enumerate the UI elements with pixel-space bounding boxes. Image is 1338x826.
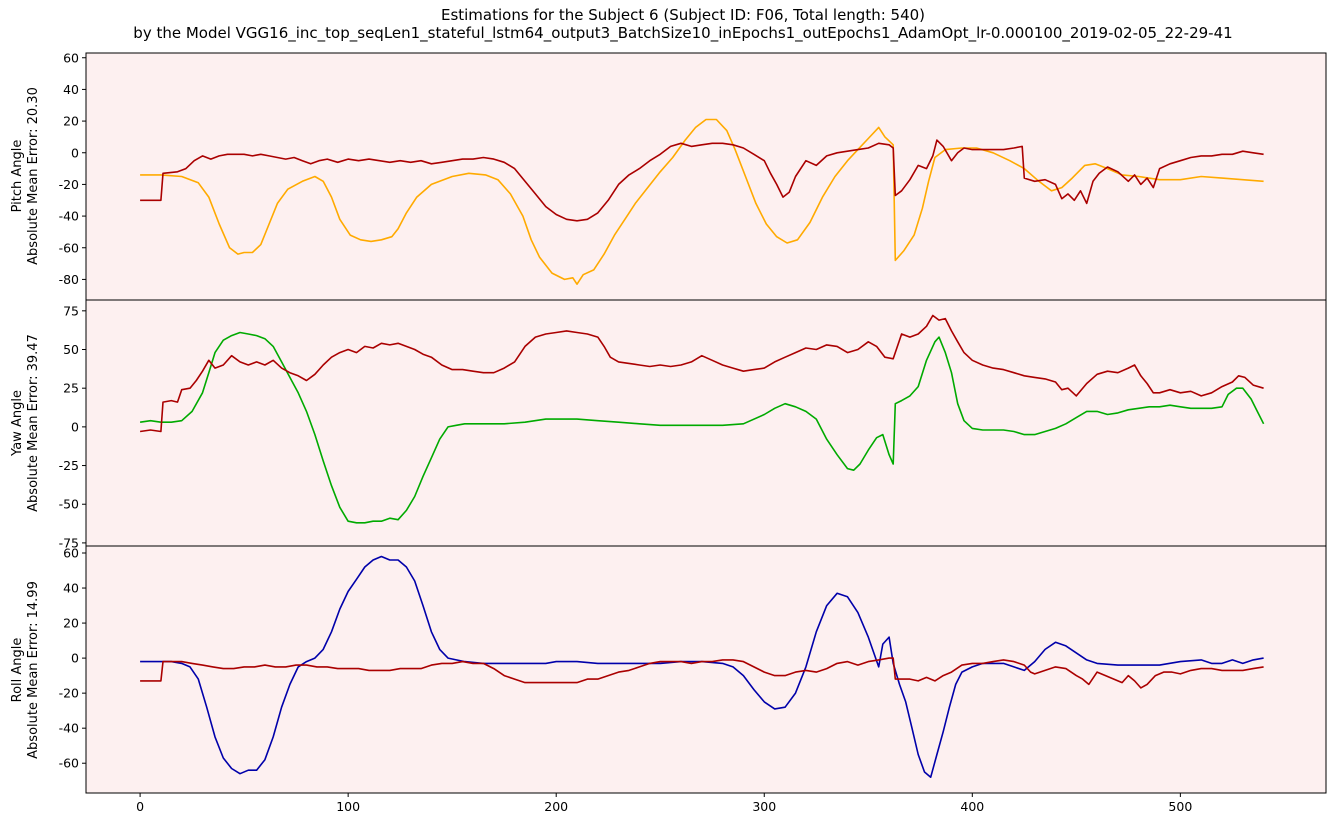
pitch-estimate-line (140, 139, 1264, 222)
yaw-ground-truth-line (139, 331, 1265, 524)
yaw-ytick-label: -50 (59, 497, 79, 512)
yaw-ytick-label: 25 (63, 381, 79, 396)
roll-ylabel-line1: Roll Angle (10, 638, 25, 703)
roll-frame (85, 545, 1327, 794)
roll-estimate-line (140, 657, 1264, 689)
roll-ytick-label: -40 (59, 721, 79, 736)
figure-title-line1: Estimations for the Subject 6 (Subject I… (441, 6, 925, 24)
yaw-panel: Yaw Angle Absolute Mean Error: 39.47 75 5… (10, 299, 1327, 550)
roll-ytick-label: 20 (63, 616, 79, 631)
roll-ytick-label: 40 (63, 581, 79, 596)
yaw-ylabel-line2: Absolute Mean Error: 39.47 (26, 334, 41, 512)
yaw-ylabel-line1: Yaw Angle (10, 390, 25, 457)
xtick-label: 100 (336, 799, 360, 814)
roll-panel: Roll Angle Absolute Mean Error: 14.99 60… (10, 545, 1327, 814)
yaw-ytick-label: 0 (71, 419, 79, 434)
pitch-ylabel-line1: Pitch Angle (10, 140, 25, 213)
yaw-ytick-label: -25 (59, 458, 79, 473)
yaw-estimate-line (139, 314, 1264, 433)
xtick-label: 200 (544, 799, 568, 814)
yaw-ytick-label: -75 (59, 535, 79, 550)
pitch-ground-truth-line (140, 118, 1264, 285)
xtick-label: 300 (752, 799, 776, 814)
roll-ytick-label: 60 (63, 546, 79, 561)
roll-ground-truth-line (140, 555, 1264, 778)
yaw-ytick-label: 50 (63, 342, 79, 357)
pitch-ytick-label: 20 (63, 114, 79, 129)
xtick-label: 400 (960, 799, 984, 814)
pitch-ytick-label: -60 (59, 240, 79, 255)
roll-ytick-label: -20 (59, 686, 79, 701)
pitch-ytick-label: 0 (71, 145, 79, 160)
roll-ytick-label: -60 (59, 756, 79, 771)
xtick-label: 0 (136, 799, 144, 814)
pitch-panel: Pitch Angle Absolute Mean Error: 20.30 6… (10, 50, 1327, 304)
yaw-plot-area (86, 300, 1326, 546)
pitch-ytick-label: 40 (63, 82, 79, 97)
yaw-ytick-label: 75 (63, 303, 79, 318)
pitch-ytick-label: -80 (59, 272, 79, 287)
pitch-ytick-label: -20 (59, 177, 79, 192)
roll-ytick-label: 0 (71, 651, 79, 666)
pitch-ytick-label: 60 (63, 50, 79, 65)
roll-ylabel-line2: Absolute Mean Error: 14.99 (26, 581, 41, 759)
pitch-ylabel-line2: Absolute Mean Error: 20.30 (26, 87, 41, 265)
pitch-plot-area (86, 53, 1326, 300)
pitch-ytick-label: -40 (59, 209, 79, 224)
xtick-label: 500 (1168, 799, 1192, 814)
figure-title-line2: by the Model VGG16_inc_top_seqLen1_state… (133, 24, 1232, 43)
roll-plot-area (86, 546, 1326, 793)
